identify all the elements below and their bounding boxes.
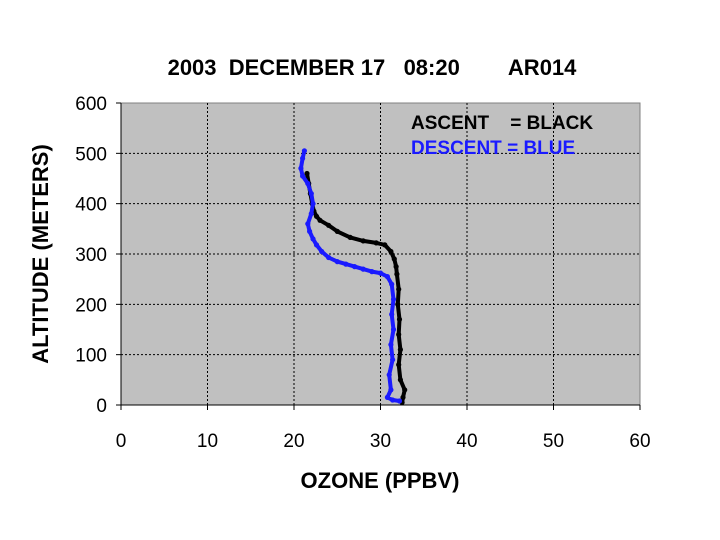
x-tick-label: 60 [629, 431, 650, 452]
data-point [305, 180, 311, 187]
data-point [301, 148, 307, 154]
gridlines [121, 103, 640, 405]
y-tick-label: 0 [96, 396, 107, 417]
data-point [386, 372, 392, 378]
y-tick-label: 500 [75, 144, 107, 165]
x-tick-label: 30 [370, 431, 391, 452]
series-layer [298, 148, 408, 406]
data-point [390, 357, 396, 363]
x-tick-label: 40 [456, 431, 477, 452]
data-point [389, 281, 395, 287]
data-point [360, 266, 366, 272]
data-point [388, 342, 394, 348]
data-point [388, 387, 394, 393]
data-point [313, 242, 320, 248]
data-point [307, 228, 313, 234]
data-point [304, 170, 310, 177]
data-point [310, 201, 316, 207]
data-point [384, 274, 390, 280]
x-tick-label: 10 [197, 431, 218, 452]
data-point [308, 191, 314, 197]
descent-series [298, 148, 403, 404]
data-point [347, 234, 353, 240]
data-point [396, 331, 402, 338]
legend-descent: DESCENT = BLUE [411, 138, 575, 159]
x-axis-ticks: 0 10 20 30 40 50 60 [116, 405, 651, 452]
ascent-series [304, 170, 408, 406]
data-point [326, 222, 332, 228]
data-point [300, 173, 306, 179]
data-point [369, 269, 375, 275]
data-point [319, 248, 325, 255]
data-point [377, 270, 384, 276]
data-point [334, 259, 340, 265]
data-point [400, 394, 406, 400]
data-point [395, 301, 401, 307]
data-point [397, 347, 403, 353]
data-point [396, 398, 403, 404]
data-point [397, 377, 403, 383]
data-point [384, 394, 390, 400]
data-point [310, 236, 316, 242]
data-point [382, 242, 388, 248]
chart-title: 2003 DECEMBER 17 08:20 AR014 [168, 55, 578, 80]
data-point [390, 296, 397, 302]
x-axis-label: OZONE (PPBV) [301, 468, 460, 493]
y-tick-label: 200 [75, 295, 107, 316]
data-point [313, 213, 320, 219]
data-point [390, 397, 396, 403]
data-point [352, 264, 358, 270]
data-point [393, 264, 399, 270]
data-point [300, 155, 306, 161]
y-tick-label: 100 [75, 346, 107, 367]
y-tick-label: 300 [75, 245, 107, 266]
data-point [390, 326, 397, 333]
data-point [389, 311, 395, 317]
x-tick-label: 0 [116, 431, 127, 452]
data-point [326, 254, 332, 261]
x-tick-label: 50 [543, 431, 564, 452]
y-axis-ticks: 0 100 200 300 400 500 600 [75, 94, 121, 417]
y-axis-label: ALTITUDE (METERS) [28, 144, 53, 364]
data-point [396, 286, 402, 292]
y-tick-label: 600 [75, 94, 107, 115]
data-point [396, 362, 402, 368]
data-point [343, 261, 349, 267]
data-point [298, 165, 304, 171]
data-point [334, 228, 340, 234]
data-point [402, 387, 408, 393]
data-point [396, 316, 403, 322]
data-point [360, 238, 366, 244]
data-point [308, 211, 314, 217]
x-tick-label: 20 [283, 431, 304, 452]
data-point [388, 248, 394, 255]
data-point [317, 217, 323, 223]
data-point [394, 271, 400, 277]
data-point [305, 221, 311, 227]
data-point [391, 256, 397, 262]
legend-ascent: ASCENT = BLACK [411, 113, 593, 134]
data-point [373, 240, 379, 246]
y-tick-label: 400 [75, 195, 107, 216]
